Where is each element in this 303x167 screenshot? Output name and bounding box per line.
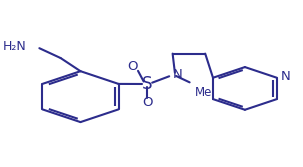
Text: N: N xyxy=(173,68,183,81)
Text: N: N xyxy=(281,70,290,84)
Text: O: O xyxy=(142,96,152,109)
Text: O: O xyxy=(128,60,138,73)
Text: S: S xyxy=(142,75,152,93)
Text: H₂N: H₂N xyxy=(3,40,27,53)
Text: Me: Me xyxy=(195,86,213,99)
